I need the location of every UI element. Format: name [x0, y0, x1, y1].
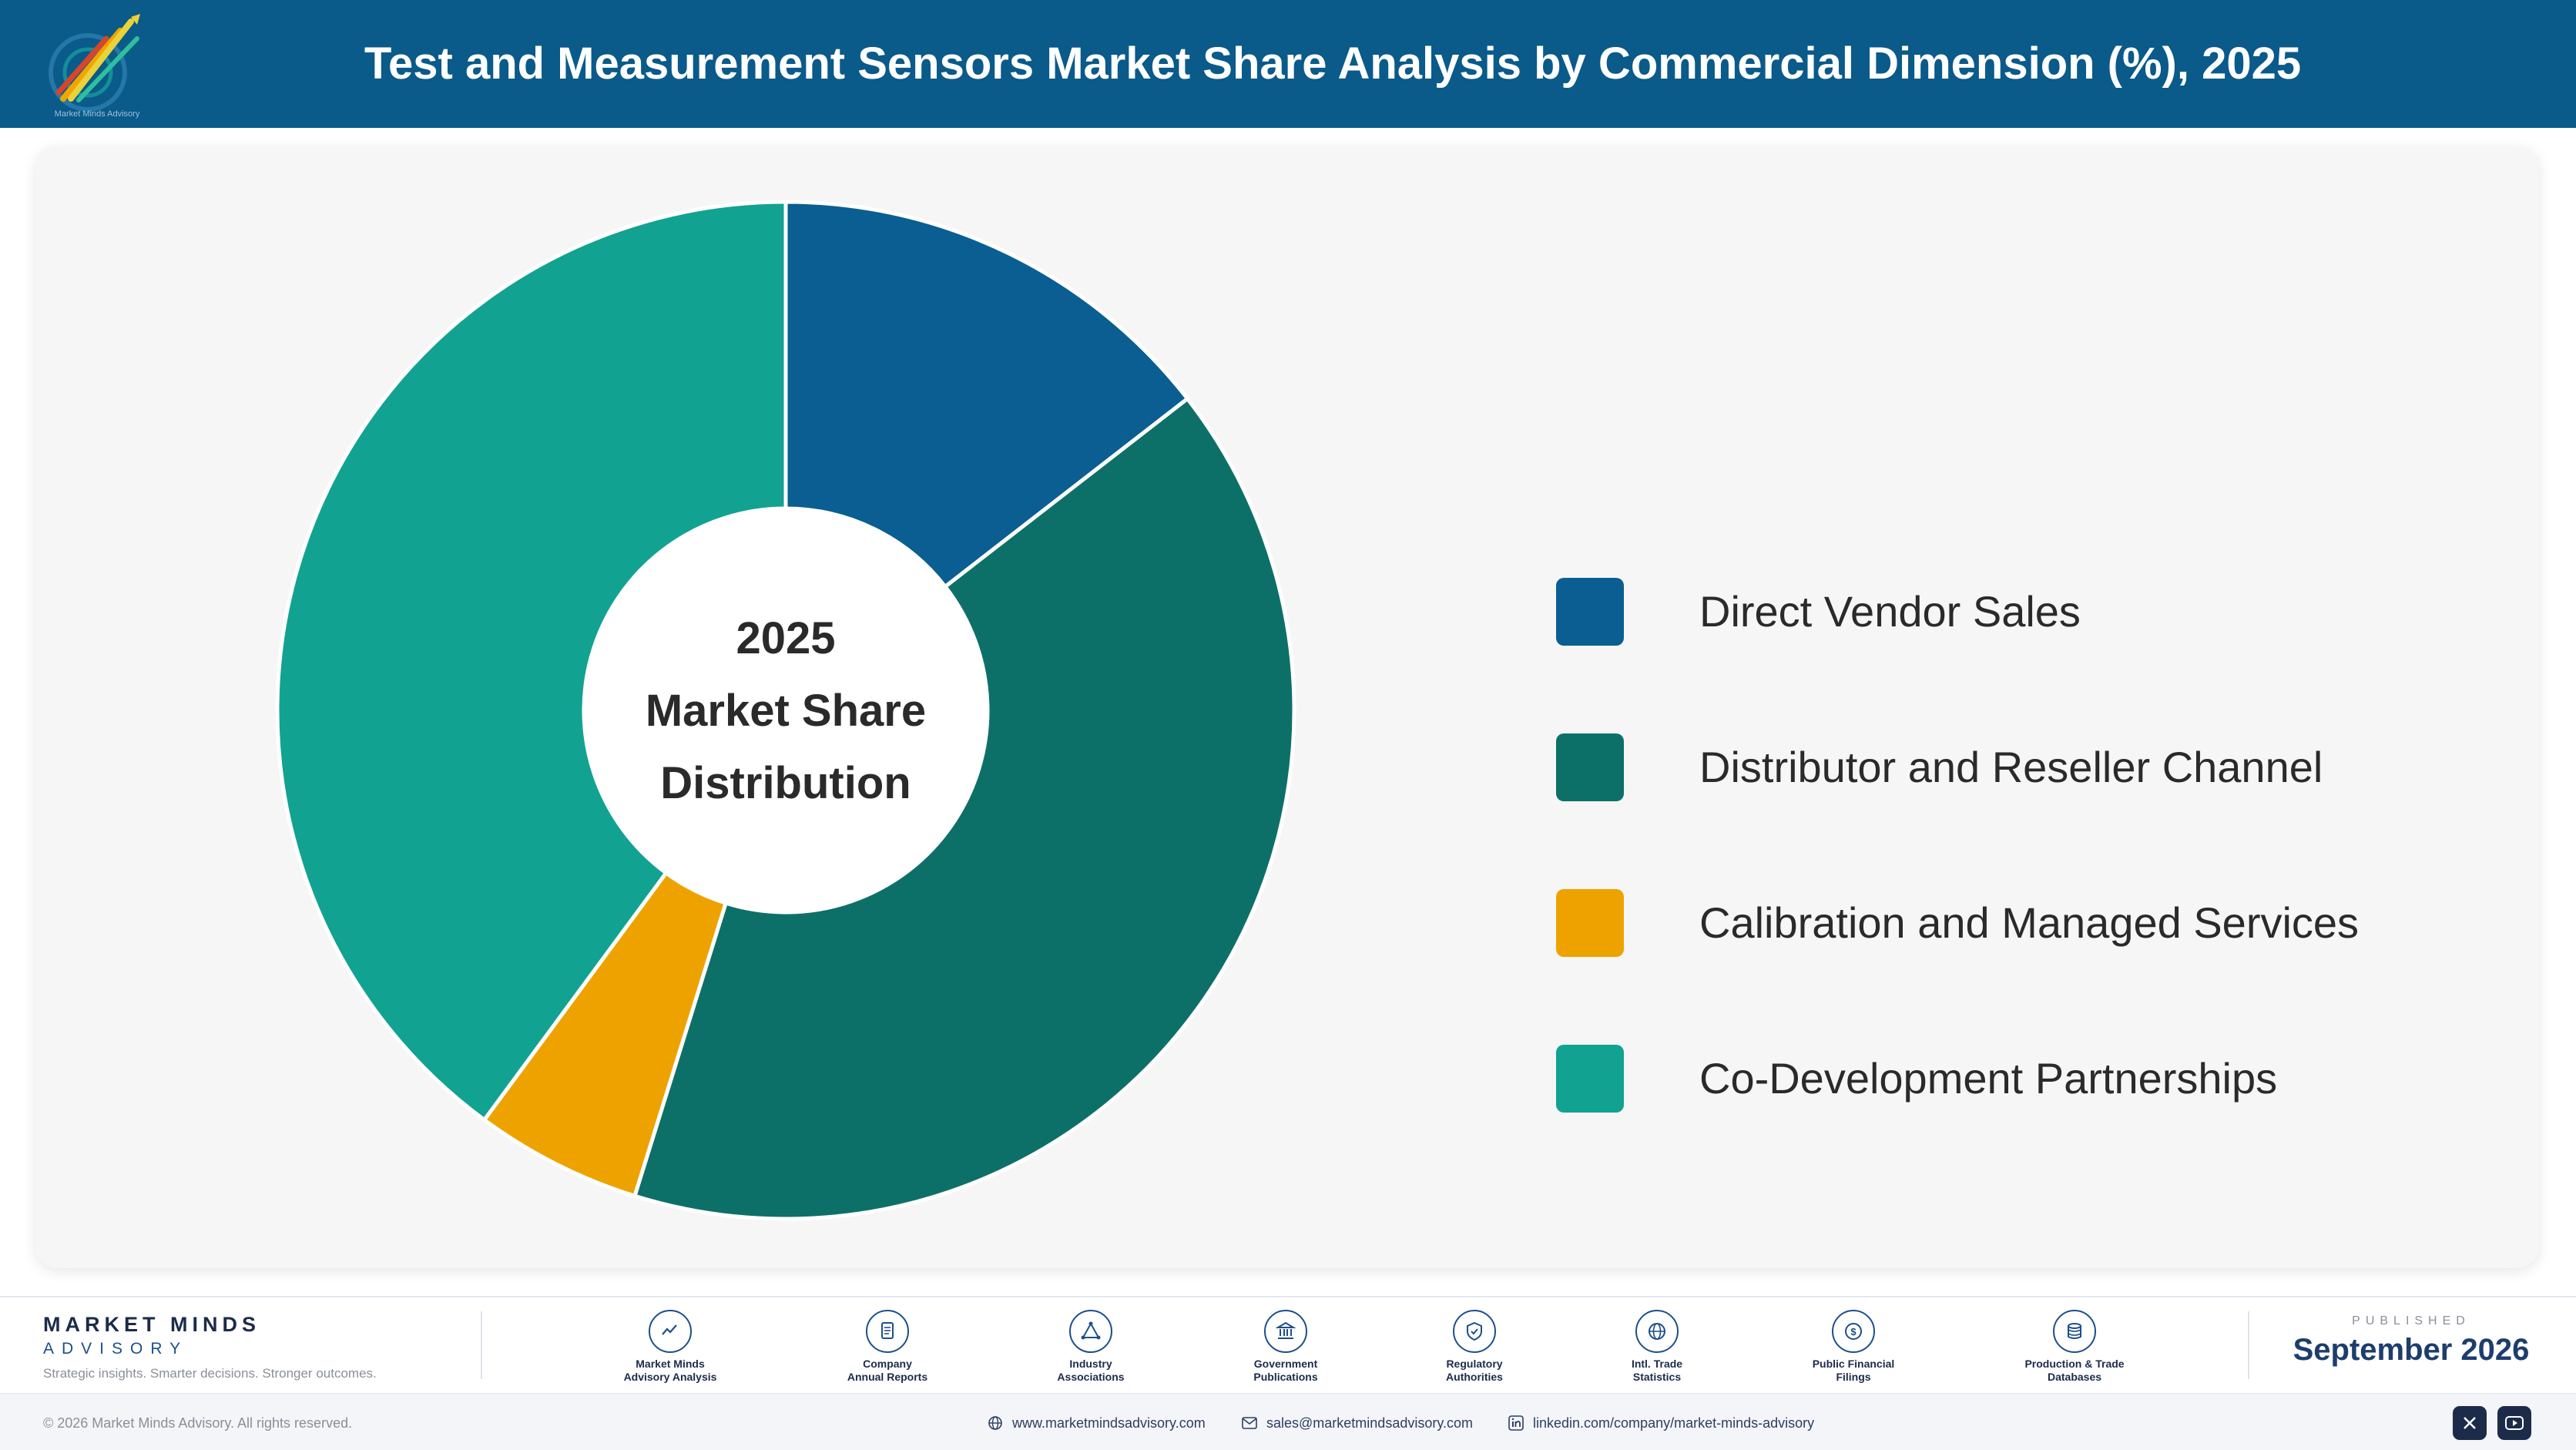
source-label: Industry Associations — [1057, 1358, 1125, 1383]
center-label: 2025 Market Share Distribution — [646, 613, 926, 808]
brand-name: MARKET MINDS — [43, 1313, 260, 1336]
globe-icon — [988, 1416, 1002, 1430]
website-link[interactable]: www.marketmindsadvisory.com — [988, 1394, 1206, 1450]
legend-item[interactable]: Co-Development Partnerships — [1556, 1045, 2403, 1113]
legend-swatch — [1556, 733, 1624, 801]
document-icon — [866, 1310, 909, 1353]
source-item: Industry Associations — [1006, 1304, 1176, 1384]
legend-swatch — [1556, 578, 1624, 646]
legend-swatch — [1556, 889, 1624, 957]
logo-caption: Market Minds Advisory — [54, 109, 140, 119]
mail-icon — [1242, 1417, 1257, 1429]
source-label: Public Financial Filings — [1812, 1358, 1895, 1383]
footer-divider — [481, 1311, 482, 1379]
source-item: Market Minds Advisory Analysis — [585, 1304, 755, 1384]
svg-text:$: $ — [1850, 1326, 1857, 1338]
sources-strip: Market Minds Advisory Analysis Company Annu… — [539, 1304, 2265, 1396]
legend-item[interactable]: Distributor and Reseller Channel — [1556, 733, 2403, 801]
source-label: Market Minds Advisory Analysis — [623, 1358, 717, 1383]
legend-item[interactable]: Direct Vendor Sales — [1556, 578, 2403, 646]
source-item: Government Publications — [1201, 1304, 1370, 1384]
coin-icon: $ — [1832, 1310, 1875, 1353]
center-label-line: Market Share — [646, 686, 926, 736]
donut-chart: 2025 Market Share Distribution — [275, 200, 1296, 1221]
legend-label: Co-Development Partnerships — [1699, 1054, 2278, 1103]
government-building-icon — [1264, 1310, 1307, 1353]
network-icon — [1069, 1310, 1112, 1353]
center-label-line: 2025 — [736, 613, 835, 663]
source-item: Intl. Trade Statistics — [1572, 1304, 1742, 1384]
trend-chart-icon — [649, 1310, 692, 1353]
logo-icon — [49, 14, 140, 112]
x-icon[interactable] — [2453, 1406, 2487, 1440]
published-block: PUBLISHED September 2026 — [2265, 1314, 2558, 1368]
linkedin-link[interactable]: linkedin.com/company/market-minds-adviso… — [1508, 1394, 1814, 1450]
database-icon — [2053, 1310, 2096, 1353]
source-item: $ Public Financial Filings — [1769, 1304, 1938, 1384]
footer-bottom-bar: © 2026 Market Minds Advisory. All rights… — [0, 1393, 2576, 1450]
donut-hole — [584, 509, 988, 912]
source-item: Production & Trade Databases — [1990, 1304, 2159, 1384]
email-text: sales@marketmindsadvisory.com — [1266, 1415, 1474, 1431]
legend-label: Direct Vendor Sales — [1699, 587, 2081, 636]
source-item: Regulatory Authorities — [1390, 1304, 1559, 1384]
brand-tagline: Strategic insights. Smarter decisions. S… — [43, 1366, 377, 1381]
shield-check-icon — [1453, 1310, 1496, 1353]
brand-sub: ADVISORY — [43, 1340, 189, 1358]
legend-label: Distributor and Reseller Channel — [1699, 743, 2323, 791]
footer: MARKET MINDS ADVISORY Strategic insights… — [0, 1296, 2576, 1450]
footer-divider — [2248, 1311, 2249, 1379]
source-label: Production & Trade Databases — [2024, 1358, 2125, 1383]
youtube-icon[interactable] — [2497, 1406, 2531, 1440]
source-label: Intl. Trade Statistics — [1631, 1358, 1683, 1383]
center-label-line: Distribution — [660, 758, 911, 808]
footer-brand: MARKET MINDS ADVISORY Strategic insights… — [43, 1313, 377, 1381]
legend-swatch — [1556, 1045, 1624, 1113]
source-label: Company Annual Reports — [847, 1358, 928, 1383]
source-item: Company Annual Reports — [803, 1304, 972, 1384]
website-text: www.marketmindsadvisory.com — [1012, 1415, 1206, 1431]
legend-item[interactable]: Calibration and Managed Services — [1556, 889, 2403, 957]
source-label: Regulatory Authorities — [1446, 1358, 1503, 1383]
source-label: Government Publications — [1253, 1358, 1318, 1383]
globe-icon — [1635, 1310, 1679, 1353]
linkedin-text: linkedin.com/company/market-minds-adviso… — [1533, 1415, 1815, 1431]
linkedin-icon — [1508, 1415, 1524, 1431]
copyright-text: © 2026 Market Minds Advisory. All rights… — [43, 1415, 353, 1431]
page-title: Test and Measurement Sensors Market Shar… — [364, 39, 2302, 89]
email-link[interactable]: sales@marketmindsadvisory.com — [1242, 1394, 1473, 1450]
chart-card: 2025 Market Share Distribution Direct Vend… — [35, 146, 2539, 1268]
published-label: PUBLISHED — [2352, 1314, 2470, 1327]
header-bar: Market Minds Advisory Test and Measureme… — [0, 0, 2576, 128]
published-date: September 2026 — [2293, 1333, 2530, 1367]
legend-label: Calibration and Managed Services — [1699, 898, 2360, 947]
